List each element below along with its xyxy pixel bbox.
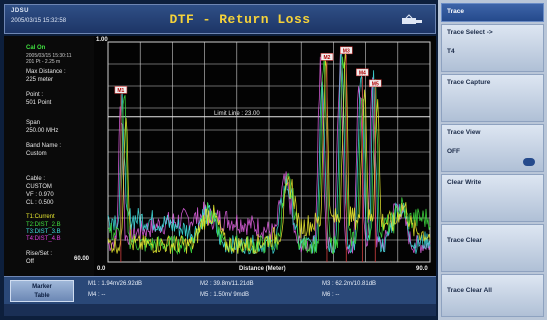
- marker-flag-m1[interactable]: [114, 86, 128, 94]
- marker-m6-readout: M6 : --: [322, 292, 340, 298]
- band-value: Custom: [26, 151, 47, 157]
- marker-m4-readout: M4 : --: [88, 292, 106, 298]
- max-distance-value: 225 meter: [26, 77, 54, 83]
- marker-label-m2: M2: [323, 55, 330, 61]
- rise-label: Rise/Set :: [26, 251, 53, 257]
- marker-flag-m3[interactable]: [339, 46, 353, 55]
- trace-view-value: OFF: [447, 148, 460, 155]
- trace-3-line: [107, 48, 431, 255]
- cal-detail-1: 2005/03/15 15:30:11: [26, 53, 72, 59]
- cal-detail-2: 201 Pt - 2.25 m: [26, 59, 61, 65]
- trace-select-value: T4: [447, 48, 455, 55]
- clear-write-button[interactable]: Clear Write: [441, 174, 544, 222]
- trace-3-label: T3:DIST_3.B: [26, 229, 61, 235]
- softkey-menu-title: Trace: [441, 3, 544, 22]
- trace-view-button[interactable]: Trace View OFF: [441, 124, 544, 172]
- span-value: 250.00 MHz: [26, 128, 59, 134]
- trace-1-line: [107, 49, 431, 254]
- trace-capture-label: Trace Capture: [447, 79, 491, 86]
- trace-view-label: Trace View: [447, 129, 481, 136]
- band-label: Band Name :: [26, 143, 62, 149]
- trace-select-label: Trace Select ->: [447, 29, 493, 36]
- marker-table-button-line-1: Marker: [32, 284, 52, 290]
- dtf-plot[interactable]: Limit Line : 23.00 M1 M2 M3 M4 M5 1.00 60.00 …: [74, 36, 436, 276]
- marker-m3-readout: M3 : 62.2m/10.81dB: [322, 281, 377, 287]
- trace-clear-all-button[interactable]: Trace Clear All: [441, 274, 544, 317]
- marker-table-button[interactable]: Marker Table: [10, 280, 74, 302]
- trace-capture-button[interactable]: Trace Capture: [441, 74, 544, 122]
- toggle-indicator-icon: [523, 158, 535, 166]
- cl-value: CL : 0.500: [26, 200, 54, 206]
- marker-flag-m5[interactable]: [368, 79, 382, 88]
- trace-2-label: T2:DIST_2.B: [26, 222, 61, 228]
- brand-label: JDSU: [11, 8, 30, 14]
- cable-value: CUSTOM: [26, 184, 52, 190]
- trace-clear-button[interactable]: Trace Clear: [441, 224, 544, 272]
- marker-label-m4: M4: [359, 70, 366, 76]
- trace-4-label: T4:DIST_4.B: [26, 236, 61, 242]
- cable-label: Cable :: [26, 176, 46, 182]
- x-axis-title: Distance (Meter): [239, 266, 286, 272]
- rise-value: Off: [26, 259, 34, 265]
- limit-line-label: Limit Line : 23.00: [214, 111, 260, 117]
- x-axis-left-label: 0.0: [97, 266, 106, 272]
- span-label: Span: [26, 120, 41, 126]
- trace-select-button[interactable]: Trace Select -> T4: [441, 24, 544, 72]
- trace-current: T1:Current: [26, 214, 55, 220]
- info-panel: Cal On 2005/03/15 15:30:11 201 Pt - 2.25…: [4, 36, 94, 276]
- marker-m5-readout: M5 : 1.50m/ 9mdB: [200, 292, 250, 298]
- marker-label-m1: M1: [117, 88, 124, 94]
- marker-m1-readout: M1 : 1.94m/26.92dB: [88, 281, 143, 287]
- marker-table: Marker Table M1 : 1.94m/26.92dB M2 : 39.…: [4, 276, 436, 305]
- softkey-menu-title-label: Trace: [447, 8, 464, 15]
- points-label: Point :: [26, 92, 44, 98]
- max-distance-label: Max Distance :: [26, 69, 66, 75]
- trace-clear-all-label: Trace Clear All: [447, 287, 492, 294]
- y-axis-bottom-label: 60.00: [74, 256, 90, 262]
- marker-flag-m4[interactable]: [356, 68, 369, 77]
- clear-write-label: Clear Write: [447, 179, 482, 186]
- softkey-panel: Trace Trace Select -> T4 Trace Capture T…: [438, 0, 547, 320]
- points-value: 501 Point: [26, 100, 52, 106]
- page-title: DTF - Return Loss: [169, 12, 311, 27]
- marker-m2-readout: M2 : 39.8m/11.21dB: [200, 281, 254, 287]
- marker-table-button-line-2: Table: [34, 293, 50, 299]
- x-axis-right-label: 90.0: [416, 266, 428, 272]
- y-axis-top-label: 1.00: [96, 37, 108, 43]
- vf-value: VF : 0.970: [26, 192, 54, 198]
- datetime-label: 2005/03/15 15:32:58: [11, 18, 67, 24]
- trace-clear-label: Trace Clear: [447, 237, 483, 244]
- plot-canvas[interactable]: Limit Line : 23.00 M1 M2 M3 M4 M5: [94, 36, 436, 276]
- cal-state: Cal On: [26, 45, 46, 51]
- marker-label-m3: M3: [343, 48, 350, 54]
- marker-flag-m2[interactable]: [320, 53, 334, 61]
- status-strip: [4, 304, 436, 316]
- marker-label-m5: M5: [372, 81, 379, 87]
- instrument-icon: [402, 14, 422, 24]
- header-bar: JDSU 2005/03/15 15:32:58 DTF - Return Lo…: [4, 4, 436, 34]
- trace-2-line: [107, 54, 431, 256]
